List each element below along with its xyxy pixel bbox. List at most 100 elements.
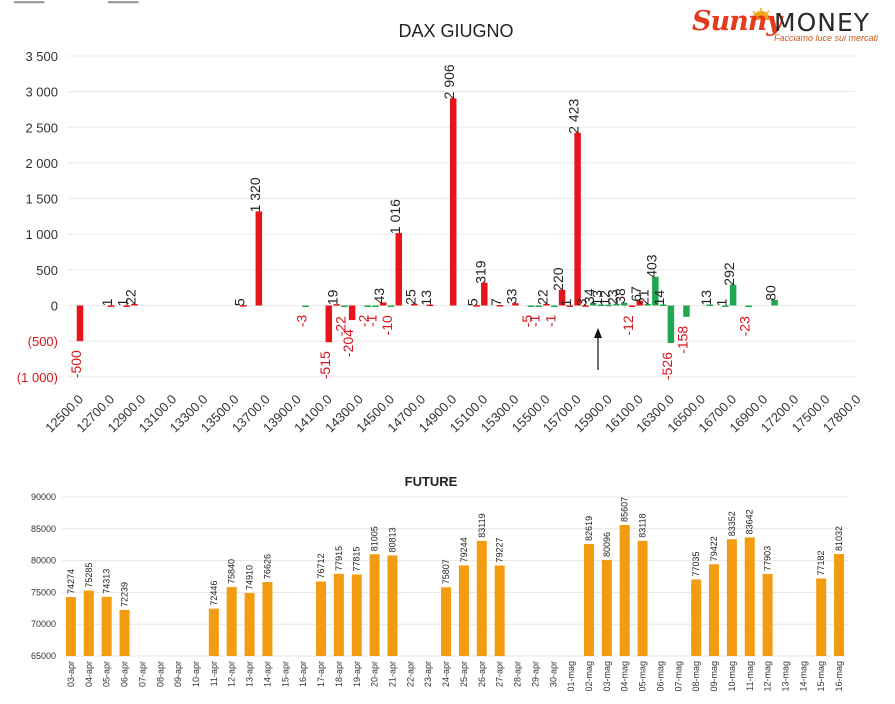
data-label: -526 (659, 352, 675, 380)
data-label: 80 (763, 285, 779, 301)
data-label: 25 (402, 289, 418, 305)
bar (208, 608, 219, 656)
data-label: 72446 (209, 581, 219, 606)
x-tick-label: 06-mag (655, 661, 665, 692)
x-tick-label: 20-apr (370, 661, 380, 687)
x-tick-label: 27-apr (495, 661, 505, 687)
data-label: 72239 (120, 582, 130, 607)
x-tick-label: 07-apr (137, 661, 147, 687)
x-tick-label: 24-apr (441, 661, 451, 687)
data-label: 3 (573, 298, 589, 306)
data-label: -500 (68, 350, 84, 378)
bar (123, 305, 130, 307)
y-tick-label: 1 500 (25, 192, 58, 207)
bar (226, 587, 237, 656)
x-tick-label: 09-apr (173, 661, 183, 687)
y-tick-label: 3 500 (25, 49, 58, 64)
data-label: 75807 (441, 559, 451, 584)
x-tick-label: 13-apr (245, 661, 255, 687)
data-label: -515 (317, 351, 333, 379)
y-tick-label: (500) (28, 334, 58, 349)
bar (745, 305, 752, 308)
y-tick-label: 70000 (31, 619, 56, 629)
data-label: 83352 (727, 511, 737, 536)
bar (458, 565, 469, 656)
bar (387, 305, 395, 307)
bottom-chart-title: FUTURE (404, 474, 458, 489)
y-tick-label: 0 (51, 299, 58, 314)
arrow-head-icon (594, 328, 602, 338)
bar (476, 540, 487, 656)
bar (566, 305, 574, 307)
x-tick-label: 19-apr (352, 661, 362, 687)
x-tick-label: 08-apr (155, 661, 165, 687)
data-label: -23 (737, 316, 753, 336)
bar (333, 304, 340, 306)
bar (387, 555, 398, 656)
data-label: 13 (698, 290, 714, 306)
x-tick-label: 16-apr (298, 661, 308, 687)
bar (582, 305, 589, 307)
bar (76, 305, 84, 342)
cropped-header-text: ‗‗‗‗‗ (108, 0, 138, 4)
bar (637, 540, 648, 656)
bar (107, 305, 115, 307)
bar (551, 305, 558, 307)
cropped-header-text: ‗‗‗‗‗ (14, 0, 44, 4)
sun-icon (752, 8, 770, 20)
logo-brand-sunny: Sunny (692, 6, 782, 37)
x-tick-label: 26-apr (477, 661, 487, 687)
data-label: 34 (581, 288, 597, 304)
bar (364, 305, 371, 307)
data-label: -12 (620, 315, 636, 335)
y-tick-label: 85000 (31, 524, 56, 534)
data-label: 85607 (620, 497, 630, 522)
data-label: -1 (363, 314, 379, 327)
bar (636, 300, 644, 306)
data-label: 5 (231, 298, 247, 306)
bar (744, 537, 755, 656)
y-tick-label: 90000 (31, 492, 56, 502)
bar (543, 303, 550, 306)
data-label: 74274 (66, 569, 76, 594)
data-label: 43 (371, 288, 387, 304)
y-tick-label: 500 (36, 263, 58, 278)
bar (726, 539, 737, 656)
bar (255, 211, 263, 306)
data-label: 13 (589, 290, 605, 306)
bar (583, 543, 594, 656)
x-tick-label: 15-mag (816, 661, 826, 692)
data-label: 319 (472, 260, 488, 284)
future-chart: 90000 85000 80000 75000 70000 65000 03-apr 7427… (31, 492, 848, 692)
data-label: -22 (332, 316, 348, 336)
bar (411, 303, 418, 306)
data-label: 21 (636, 289, 652, 305)
x-tick-label: 21-apr (387, 661, 397, 687)
data-label: 74910 (245, 565, 255, 590)
bar (369, 554, 380, 656)
bar (119, 609, 130, 656)
data-label: 2 423 (566, 99, 582, 134)
data-label: 14 (651, 290, 667, 306)
data-label: -204 (340, 329, 356, 357)
data-label: 80813 (387, 527, 397, 552)
bar (395, 233, 403, 306)
data-label: 22 (535, 289, 551, 305)
data-label: 5 (465, 298, 481, 306)
bar (333, 573, 344, 656)
x-tick-label: 12-apr (227, 661, 237, 687)
x-tick-label: 17-apr (316, 661, 326, 687)
bar (316, 581, 327, 656)
brand-logo: Sunny MONEY Facciamo luce sui mercati (690, 6, 890, 46)
bar (262, 582, 273, 656)
data-label: 1 (558, 298, 574, 306)
x-tick-label: 13-mag (780, 661, 790, 692)
data-label: 77903 (763, 546, 773, 571)
data-label: 1 016 (387, 199, 403, 234)
data-label: 23 (604, 289, 620, 305)
top-chart-title: DAX GIUGNO (398, 21, 514, 41)
x-tick-label: 12-mag (763, 661, 773, 692)
x-tick-label: 14-mag (798, 661, 808, 692)
data-label: 74313 (102, 569, 112, 594)
x-tick-label: 05-mag (638, 661, 648, 692)
